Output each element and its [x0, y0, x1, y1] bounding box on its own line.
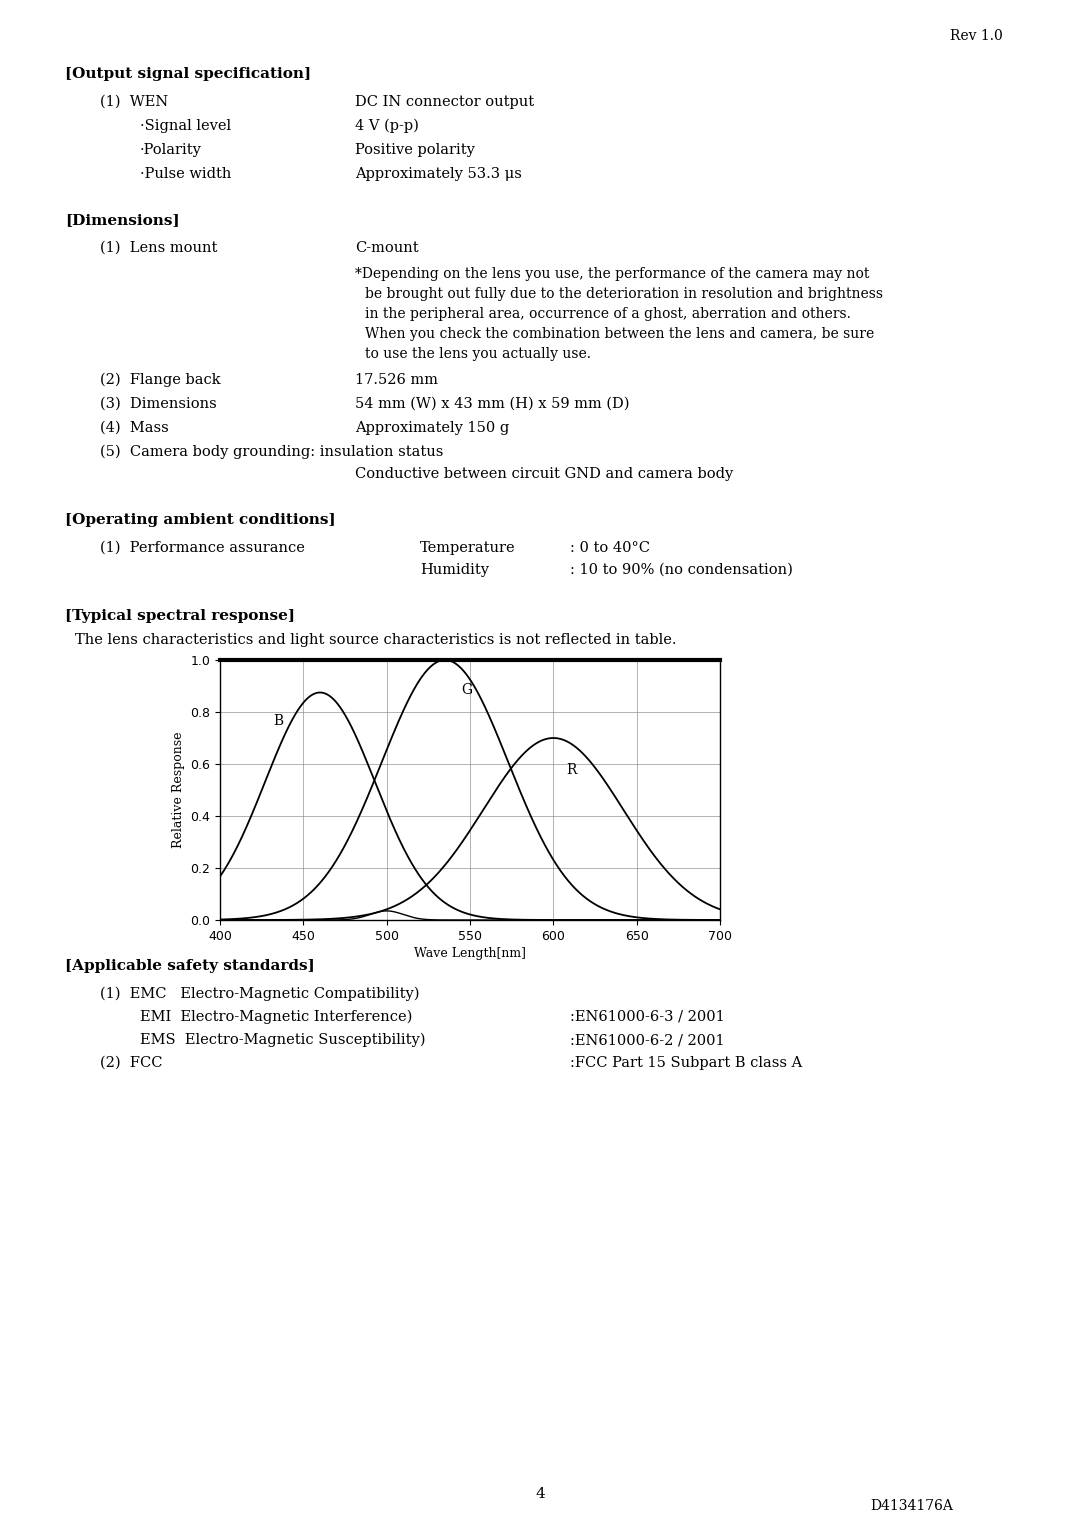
Text: [Output signal specification]: [Output signal specification]	[65, 67, 311, 81]
Text: G: G	[461, 683, 473, 697]
Text: R: R	[567, 764, 577, 778]
Text: When you check the combination between the lens and camera, be sure: When you check the combination between t…	[365, 327, 874, 341]
Text: The lens characteristics and light source characteristics is not reflected in ta: The lens characteristics and light sourc…	[75, 633, 676, 646]
Text: (1)  Performance assurance: (1) Performance assurance	[100, 541, 305, 555]
Text: :FCC Part 15 Subpart B class A: :FCC Part 15 Subpart B class A	[570, 1056, 802, 1070]
Text: :EN61000-6-3 / 2001: :EN61000-6-3 / 2001	[570, 1010, 725, 1024]
Text: : 0 to 40°C: : 0 to 40°C	[570, 541, 650, 555]
Text: (4)  Mass: (4) Mass	[100, 422, 168, 435]
Text: ·Pulse width: ·Pulse width	[140, 167, 231, 180]
Text: [Dimensions]: [Dimensions]	[65, 212, 179, 228]
Text: EMI  Electro-Magnetic Interference): EMI Electro-Magnetic Interference)	[140, 1010, 413, 1024]
Text: (1)  EMC   Electro-Magnetic Compatibility): (1) EMC Electro-Magnetic Compatibility)	[100, 987, 419, 1001]
Text: [Applicable safety standards]: [Applicable safety standards]	[65, 960, 314, 973]
X-axis label: Wave Length[nm]: Wave Length[nm]	[414, 947, 526, 960]
Text: (2)  Flange back: (2) Flange back	[100, 373, 220, 387]
Text: to use the lens you actually use.: to use the lens you actually use.	[365, 347, 591, 361]
Text: in the peripheral area, occurrence of a ghost, aberration and others.: in the peripheral area, occurrence of a …	[365, 307, 851, 321]
Text: *Depending on the lens you use, the performance of the camera may not: *Depending on the lens you use, the perf…	[355, 267, 869, 281]
Text: Humidity: Humidity	[420, 562, 489, 578]
Text: ·Polarity: ·Polarity	[140, 144, 202, 157]
Text: (1)  Lens mount: (1) Lens mount	[100, 241, 217, 255]
Text: (3)  Dimensions: (3) Dimensions	[100, 397, 217, 411]
Text: B: B	[273, 714, 283, 727]
Text: : 10 to 90% (no condensation): : 10 to 90% (no condensation)	[570, 562, 793, 578]
Text: DC IN connector output: DC IN connector output	[355, 95, 535, 108]
Text: [Operating ambient conditions]: [Operating ambient conditions]	[65, 513, 336, 527]
Text: 54 mm (W) x 43 mm (H) x 59 mm (D): 54 mm (W) x 43 mm (H) x 59 mm (D)	[355, 397, 630, 411]
Text: Approximately 150 g: Approximately 150 g	[355, 422, 510, 435]
Text: 4: 4	[535, 1487, 545, 1500]
Text: ·Signal level: ·Signal level	[140, 119, 231, 133]
Text: Approximately 53.3 μs: Approximately 53.3 μs	[355, 167, 522, 180]
Text: Positive polarity: Positive polarity	[355, 144, 475, 157]
Text: :EN61000-6-2 / 2001: :EN61000-6-2 / 2001	[570, 1033, 725, 1047]
Text: [Typical spectral response]: [Typical spectral response]	[65, 610, 295, 623]
Text: Rev 1.0: Rev 1.0	[950, 29, 1002, 43]
Text: Temperature: Temperature	[420, 541, 515, 555]
Text: C-mount: C-mount	[355, 241, 419, 255]
Text: 17.526 mm: 17.526 mm	[355, 373, 438, 387]
Text: (2)  FCC: (2) FCC	[100, 1056, 162, 1070]
Text: be brought out fully due to the deterioration in resolution and brightness: be brought out fully due to the deterior…	[365, 287, 883, 301]
Text: 4 V (p-p): 4 V (p-p)	[355, 119, 419, 133]
Text: D4134176A: D4134176A	[870, 1499, 953, 1513]
Text: (1)  WEN: (1) WEN	[100, 95, 168, 108]
Text: Conductive between circuit GND and camera body: Conductive between circuit GND and camer…	[355, 468, 733, 481]
Text: EMS  Electro-Magnetic Susceptibility): EMS Electro-Magnetic Susceptibility)	[140, 1033, 426, 1047]
Y-axis label: Relative Response: Relative Response	[172, 732, 185, 848]
Text: (5)  Camera body grounding: insulation status: (5) Camera body grounding: insulation st…	[100, 445, 444, 458]
